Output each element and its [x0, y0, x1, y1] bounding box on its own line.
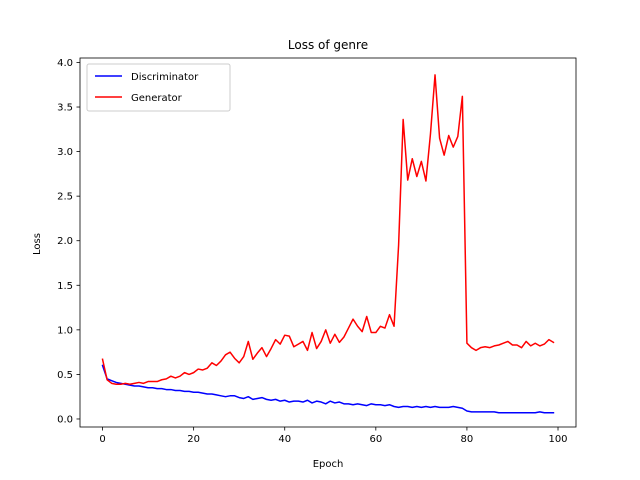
- y-tick-label: 0.5: [57, 370, 73, 381]
- legend-box: [86, 63, 231, 112]
- y-tick-label: 4.0: [57, 58, 73, 69]
- y-tick-label: 3.5: [57, 103, 73, 114]
- y-tick-label: 1.5: [57, 281, 73, 292]
- x-axis-label: Epoch: [313, 459, 344, 470]
- x-tick-label: 40: [278, 434, 291, 445]
- y-tick-label: 1.0: [57, 325, 73, 336]
- x-tick-label: 80: [461, 434, 474, 445]
- x-tick-label: 100: [548, 434, 567, 445]
- legend-discriminator-label: Discriminator: [131, 72, 199, 83]
- plot-frame: [79, 57, 577, 428]
- y-tick-label: 2.0: [57, 236, 73, 247]
- legend: Discriminator Generator: [86, 63, 231, 112]
- plot-area: 0 20 40 60 80 100 0.0 0.5 1.0 1.5 2.0 2.5 3.0 3.5 4.0: [57, 57, 577, 445]
- y-tick-label: 2.5: [57, 192, 73, 203]
- generator-line: [101, 74, 555, 385]
- chart-title: Loss of genre: [288, 38, 368, 52]
- y-tick-label: 0.0: [57, 414, 73, 425]
- y-tick-label: 3.0: [57, 147, 73, 158]
- x-tick-label: 0: [99, 434, 105, 445]
- x-tick-label: 60: [369, 434, 382, 445]
- legend-generator-label: Generator: [131, 93, 183, 104]
- y-axis-label: Loss: [32, 233, 43, 255]
- x-tick-label: 20: [187, 434, 200, 445]
- discriminator-line: [101, 364, 555, 414]
